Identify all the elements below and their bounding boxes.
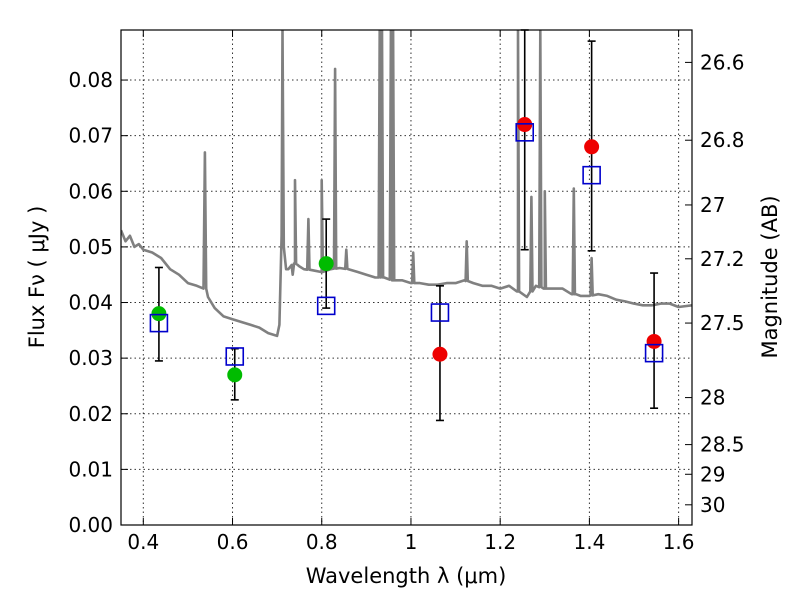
x-axis-ticks: 0.4 0.6 0.8 1 1.2 1.4 1.6 [127,30,695,554]
flux-point [227,367,243,383]
y2-tick-label: 28 [700,386,725,410]
x-tick-label: 1.4 [573,530,605,554]
y2-tick-label: 27.2 [700,247,745,271]
y-axis-ticks: 0.00 0.01 0.02 0.03 0.04 0.05 0.06 0.07 0.08 [68,68,128,537]
x-tick-label: 1.2 [484,530,516,554]
spectrum-line [121,30,692,338]
y-tick-label: 0.00 [68,513,113,537]
y2-tick-label: 28.5 [700,433,745,457]
y2-tick-label: 27 [700,193,725,217]
model-flux-box [149,313,169,333]
y2-tick-label: 30 [700,493,725,517]
x-tick-label: 0.4 [127,530,159,554]
y2-tick-label: 27.5 [700,311,745,335]
model-flux-box [225,347,245,366]
y2-axis-ticks: 26.6 26.8 27 27.2 27.5 28 28.5 29 30 [685,50,745,517]
data-markers [149,117,664,383]
x-tick-label: 0.6 [217,530,249,554]
y2-tick-label: 26.6 [700,50,745,74]
model-flux-box [644,343,664,363]
error-bars [154,29,659,422]
model-spectrum [121,30,692,338]
flux-point [584,139,600,155]
y2-tick-label: 29 [700,462,725,486]
y-tick-label: 0.04 [68,291,113,315]
flux-point [151,306,167,322]
y-tick-label: 0.01 [68,457,113,481]
x-tick-label: 1.6 [663,530,695,554]
model-flux-box [316,296,336,316]
y-axis-label: Flux Fν ( μJy ) [25,206,49,349]
flux-point [432,346,448,362]
x-axis-label: Wavelength λ (μm) [306,564,507,588]
model-flux-box [515,123,535,142]
plot-frame [120,29,693,526]
y-tick-label: 0.03 [68,346,113,370]
y-tick-label: 0.07 [68,124,113,148]
model-flux-box [582,165,601,185]
y-tick-label: 0.08 [68,68,113,92]
y2-axis-label: Magnitude (AB) [758,195,782,358]
y-tick-label: 0.06 [68,179,113,203]
flux-point [318,256,334,272]
x-tick-label: 0.8 [306,530,338,554]
y-tick-label: 0.05 [68,235,113,259]
model-flux-box [430,303,450,322]
y2-tick-label: 26.8 [700,128,745,152]
flux-point [646,333,662,349]
grid-lines [121,30,692,526]
x-tick-label: 1 [405,530,418,554]
y-tick-label: 0.02 [68,402,113,426]
